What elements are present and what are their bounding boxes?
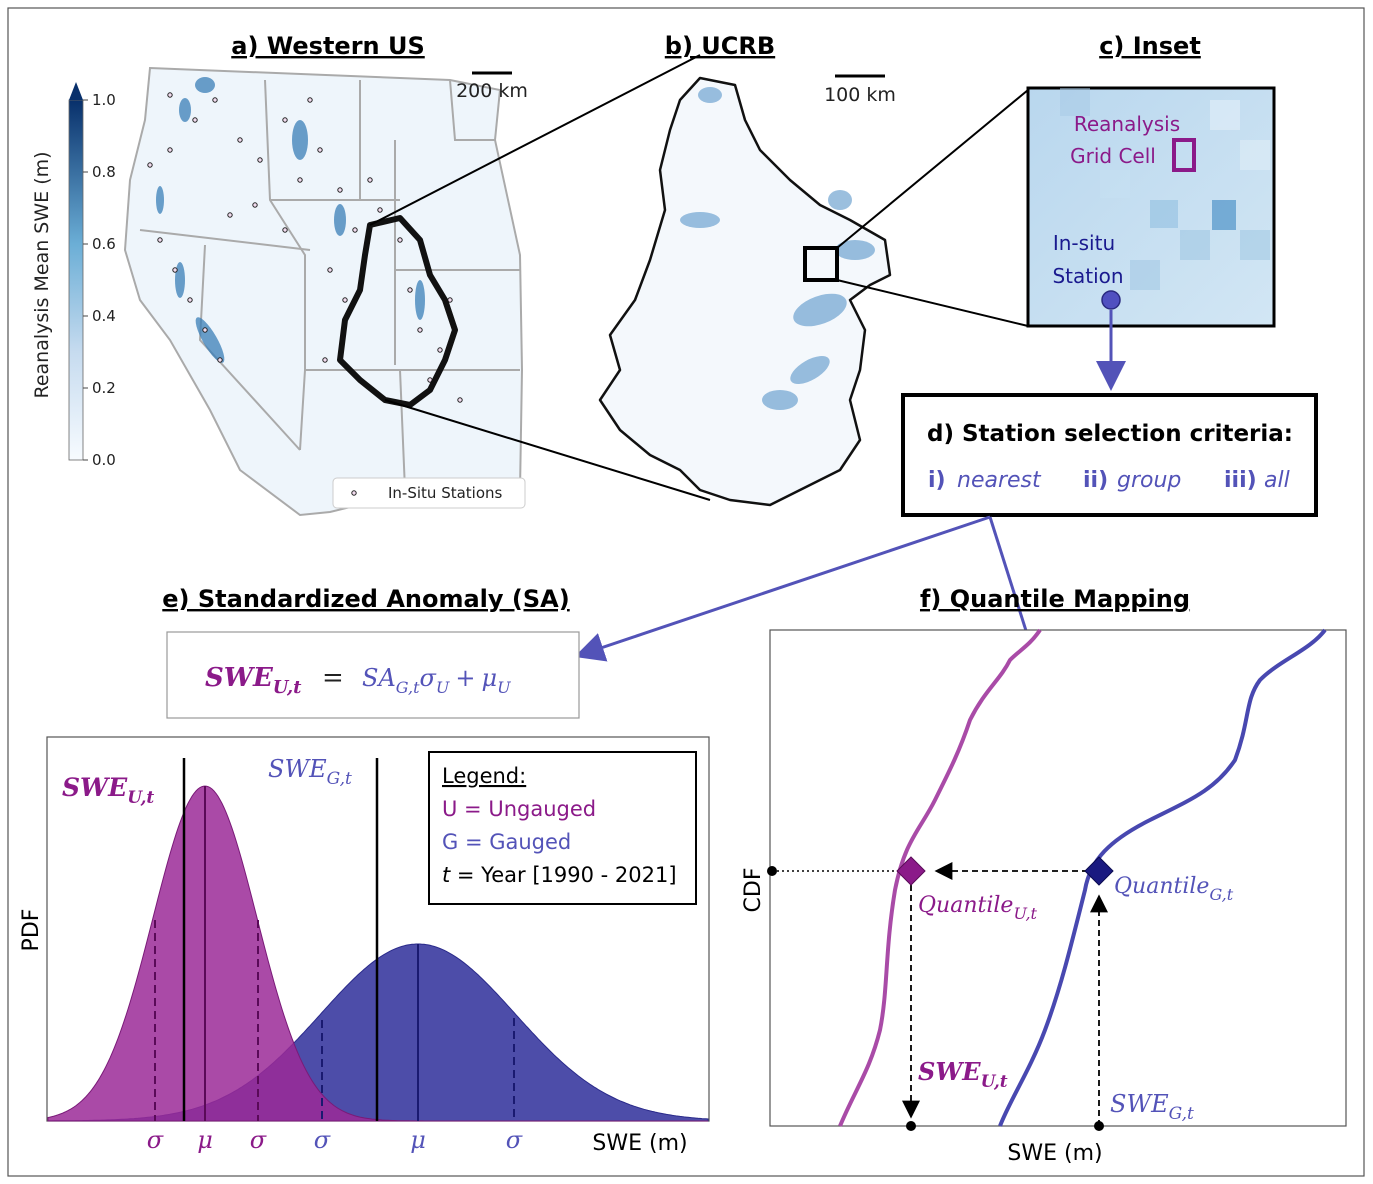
cdf-swe-u-label: SWEU,t: [918, 1057, 1008, 1092]
pdf-gauged-lines: [321, 944, 515, 1121]
colorbar-tick: 0.2: [92, 379, 116, 397]
pdf-xlabel: SWE (m): [592, 1131, 687, 1156]
pdf-xtick: σ: [314, 1126, 331, 1154]
pdf-plot: SWEU,t SWEG,t Legend: U = Ungauged G = G…: [19, 736, 710, 1156]
cdf-ylabel: CDF: [741, 868, 766, 913]
pdf-xtick: σ: [250, 1126, 267, 1154]
cdf-axis-point: [767, 866, 777, 876]
panel-f-title: f) Quantile Mapping: [920, 585, 1190, 613]
colorbar-tick: 0.8: [92, 163, 116, 181]
grid-cell-label-line1: Reanalysis: [1074, 112, 1180, 136]
option-2-label: group: [1117, 468, 1181, 493]
cdf-swe-u-point: [906, 1121, 916, 1131]
option-3-number: iii): [1224, 468, 1257, 493]
legend-year: t = Year [1990 - 2021]: [442, 863, 677, 887]
arrow-d-to-e: [574, 515, 991, 662]
western-us-map: 200 km In-Situ Stations: [123, 66, 528, 517]
legend-gauged: G = Gauged: [442, 830, 571, 854]
inset-grid: Reanalysis Grid Cell In-situ Station: [1026, 86, 1276, 328]
cdf-gauged-curve: [998, 628, 1327, 1127]
cdf-plot: QuantileU,t QuantileG,t SWEU,t SWEG,t SW…: [741, 628, 1347, 1166]
panel-c-title: c) Inset: [1099, 32, 1201, 60]
colorbar-tick: 0.6: [92, 235, 116, 253]
equation-box: SWEU,t = SAG,tσU + μU: [166, 631, 580, 719]
connector-b-c-top: [836, 89, 1029, 249]
eq-equals: =: [322, 663, 344, 693]
cdf-plot-frame: [769, 629, 1347, 1127]
ucrb-basin-map: [598, 76, 892, 507]
eq-rhs: SAG,tσU + μU: [362, 664, 511, 697]
station-selection-box: d) Station selection criteria: i) neares…: [901, 393, 1318, 517]
pdf-xtick: σ: [147, 1126, 164, 1154]
scale-label-a: 200 km: [456, 80, 528, 102]
reanalysis-grid-cell: [1172, 138, 1196, 172]
station-label-line1: In-situ: [1053, 231, 1115, 255]
cdf-xlabel: SWE (m): [1007, 1141, 1102, 1166]
panel-e-title: e) Standardized Anomaly (SA): [162, 585, 569, 613]
eq-lhs: SWEU,t: [205, 663, 302, 698]
scale-label-b: 100 km: [824, 84, 896, 106]
quantile-u-label: QuantileU,t: [918, 893, 1038, 923]
pdf-xtick: μ: [197, 1126, 213, 1154]
legend-ungauged: U = Ungauged: [442, 797, 596, 821]
pdf-ylabel: PDF: [19, 909, 44, 952]
panel-a-title: a) Western US: [231, 32, 425, 60]
station-label-line2: Station: [1052, 264, 1123, 288]
grid-cell-label-line2: Grid Cell: [1070, 144, 1156, 168]
cdf-swe-g-point: [1094, 1121, 1104, 1131]
connector-b-c-bottom: [836, 279, 1029, 327]
option-1-number: i): [928, 468, 946, 493]
pdf-swe-g-label: SWEG,t: [268, 755, 352, 789]
quantile-g-marker: [1084, 856, 1114, 886]
colorbar: 1.0 0.8 0.6 0.4 0.2 0.0 Reanalysis Mean …: [31, 82, 116, 469]
quantile-u-marker: [896, 856, 926, 886]
panel-b-title: b) UCRB: [665, 32, 775, 60]
cdf-swe-g-label: SWEG,t: [1110, 1090, 1194, 1124]
pdf-swe-u-label: SWEU,t: [62, 773, 154, 808]
quantile-g-label: QuantileG,t: [1114, 874, 1234, 904]
option-2-number: ii): [1083, 468, 1108, 493]
map-legend: [332, 477, 526, 509]
cdf-ungauged-curve: [838, 628, 1042, 1127]
legend-station-label: In-Situ Stations: [388, 484, 503, 502]
colorbar-label: Reanalysis Mean SWE (m): [31, 151, 53, 398]
legend-title: Legend:: [442, 764, 526, 788]
panel-d-title: d) Station selection criteria:: [927, 421, 1293, 447]
option-3-label: all: [1264, 468, 1290, 493]
pdf-xtick: σ: [506, 1126, 523, 1154]
option-1-label: nearest: [957, 468, 1042, 493]
legend-station-marker: [351, 490, 357, 496]
colorbar-tick: 1.0: [92, 91, 116, 109]
ucrb-outline-small: [337, 215, 458, 408]
inset-selection-box: [803, 246, 839, 282]
figure-border: [7, 7, 1365, 1177]
colorbar-tick: 0.4: [92, 307, 116, 325]
colorbar-extend-arrow: [69, 82, 83, 100]
pdf-ungauged-lines: [154, 786, 259, 1121]
pdf-xtick: μ: [410, 1126, 426, 1154]
in-situ-station-marker: [1101, 290, 1121, 310]
connector-a-b-top: [369, 54, 701, 226]
colorbar-tick: 0.0: [92, 451, 116, 469]
connector-a-b-bottom: [384, 399, 711, 501]
pdf-legend-box: [428, 751, 697, 905]
